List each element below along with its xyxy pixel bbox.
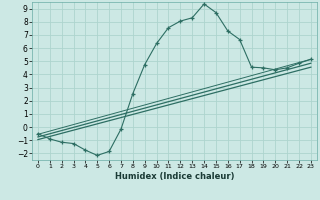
X-axis label: Humidex (Indice chaleur): Humidex (Indice chaleur) [115, 172, 234, 181]
